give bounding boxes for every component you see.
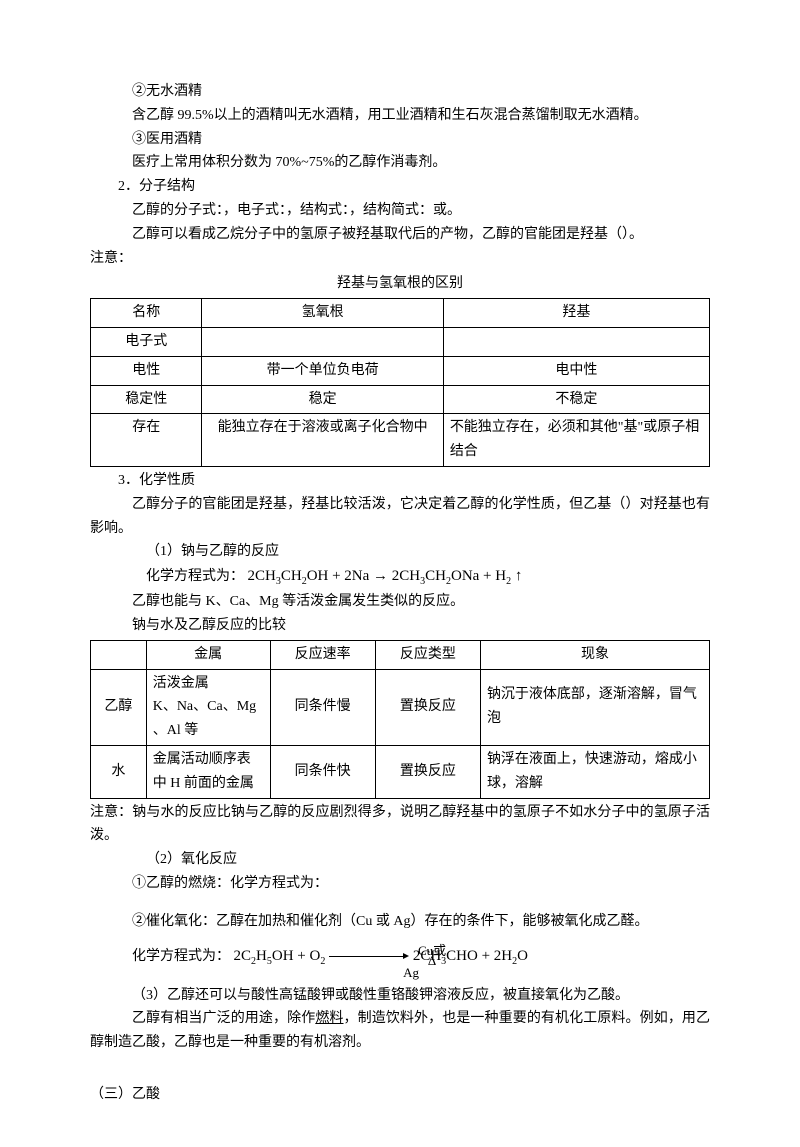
table-cell: 能独立存在于溶液或离子化合物中: [202, 414, 443, 467]
table-cell: 活泼金属K、Na、Ca、Mg、Al 等: [146, 669, 270, 745]
table-cell: [202, 327, 443, 356]
table-cell: 稳定: [202, 385, 443, 414]
text-segment: 乙醇有相当广泛的用途，除作: [132, 1011, 315, 1026]
table-cell: 置换反应: [375, 669, 480, 745]
note: 注意：钠与水的反应比钠与乙醇的反应剧烈得多，说明乙醇羟基中的氢原子不如水分子中的…: [90, 801, 710, 849]
table-cell: 带一个单位负电荷: [202, 356, 443, 385]
table-header: 反应类型: [375, 640, 480, 669]
table-header: 金属: [146, 640, 270, 669]
table-row: 电子式: [91, 327, 710, 356]
table-row: 水 金属活动顺序表中 H 前面的金属 同条件快 置换反应 钠浮在液面上，快速游动…: [91, 745, 710, 798]
paragraph: ②催化氧化：乙醇在加热和催化剂（Cu 或 Ag）存在的条件下，能够被氧化成乙醛。: [90, 910, 710, 934]
intro-line: 含乙醇 99.5%以上的酒精叫无水酒精，用工业酒精和生石灰混合蒸馏制取无水酒精。: [90, 104, 710, 128]
table-title: 羟基与氢氧根的区别: [90, 272, 710, 296]
table-cell: 同条件快: [270, 745, 375, 798]
equation-label: 化学方程式为：: [132, 949, 230, 964]
subsection: （2）氧化反应: [90, 848, 710, 872]
table-cell: 电性: [91, 356, 202, 385]
equation-line: 化学方程式为： 2CH3CH2OH + 2Na → 2CH3CH2ONa + H…: [90, 564, 710, 590]
table-cell: 不稳定: [443, 385, 709, 414]
intro-line: ③医用酒精: [90, 128, 710, 152]
underlined-text: 燃料: [315, 1011, 343, 1026]
equation-line: 化学方程式为： 2C2H5OH + O2 Cu或Ag Δ 2CH3CHO + 2…: [90, 944, 710, 970]
section-heading: （三）乙酸: [90, 1083, 710, 1107]
intro-line: 医疗上常用体积分数为 70%~75%的乙醇作消毒剂。: [90, 151, 710, 175]
chemical-equation: 2C2H5OH + O2 Cu或Ag Δ 2CH3CHO + 2H2O: [234, 948, 528, 964]
table-row: 名称 氢氧根 羟基: [91, 299, 710, 328]
table-header: 名称: [91, 299, 202, 328]
paragraph: 乙醇的分子式：，电子式：，结构式：，结构简式：或。: [90, 199, 710, 223]
table-cell: 电中性: [443, 356, 709, 385]
comparison-table-1: 名称 氢氧根 羟基 电子式 电性 带一个单位负电荷 电中性 稳定性 稳定 不稳定…: [90, 298, 710, 467]
table-cell: 稳定性: [91, 385, 202, 414]
table-cell: 钠浮在液面上，快速游动，熔成小球，溶解: [480, 745, 709, 798]
table-cell: 不能独立存在，必须和其他"基"或原子相结合: [443, 414, 709, 467]
subsection: （1）钠与乙醇的反应: [90, 540, 710, 564]
table-row: 金属 反应速率 反应类型 现象: [91, 640, 710, 669]
paragraph: ①乙醇的燃烧：化学方程式为：: [90, 872, 710, 896]
table-cell: 电子式: [91, 327, 202, 356]
table-cell: 同条件慢: [270, 669, 375, 745]
paragraph: 乙醇分子的官能团是羟基，羟基比较活泼，它决定着乙醇的化学性质，但乙基（）对羟基也…: [90, 493, 710, 541]
paragraph: 乙醇有相当广泛的用途，除作燃料，制造饮料外，也是一种重要的有机化工原料。例如，用…: [90, 1007, 710, 1055]
section-heading: 3．化学性质: [90, 469, 710, 493]
paragraph: 乙醇也能与 K、Ca、Mg 等活泼金属发生类似的反应。: [90, 590, 710, 614]
table-header: 现象: [480, 640, 709, 669]
chemical-equation: 2CH3CH2OH + 2Na → 2CH3CH2ONa + H2 ↑: [248, 568, 523, 584]
table-cell: 金属活动顺序表中 H 前面的金属: [146, 745, 270, 798]
table-row: 存在 能独立存在于溶液或离子化合物中 不能独立存在，必须和其他"基"或原子相结合: [91, 414, 710, 467]
subsection: （3）乙醇还可以与酸性高锰酸钾或酸性重铬酸钾溶液反应，被直接氧化为乙酸。: [90, 984, 710, 1008]
table-cell: 水: [91, 745, 147, 798]
paragraph: 钠与水及乙醇反应的比较: [90, 614, 710, 638]
arrow-condition-bottom: Δ: [371, 950, 451, 972]
table-row: 电性 带一个单位负电荷 电中性: [91, 356, 710, 385]
table-header: 反应速率: [270, 640, 375, 669]
table-cell: 存在: [91, 414, 202, 467]
table-cell: 钠沉于液体底部，逐渐溶解，冒气泡: [480, 669, 709, 745]
table-header: [91, 640, 147, 669]
table-row: 稳定性 稳定 不稳定: [91, 385, 710, 414]
table-header: 羟基: [443, 299, 709, 328]
paragraph: 乙醇可以看成乙烷分子中的氢原子被羟基取代后的产物，乙醇的官能团是羟基（）。: [90, 223, 710, 247]
section-heading: 2．分子结构: [90, 175, 710, 199]
intro-line: ②无水酒精: [90, 80, 710, 104]
table-header: 氢氧根: [202, 299, 443, 328]
note-label: 注意：: [90, 247, 710, 271]
table-row: 乙醇 活泼金属K、Na、Ca、Mg、Al 等 同条件慢 置换反应 钠沉于液体底部…: [91, 669, 710, 745]
table-cell: 置换反应: [375, 745, 480, 798]
table-cell: [443, 327, 709, 356]
equation-label: 化学方程式为：: [146, 569, 244, 584]
table-cell: 乙醇: [91, 669, 147, 745]
comparison-table-2: 金属 反应速率 反应类型 现象 乙醇 活泼金属K、Na、Ca、Mg、Al 等 同…: [90, 640, 710, 799]
